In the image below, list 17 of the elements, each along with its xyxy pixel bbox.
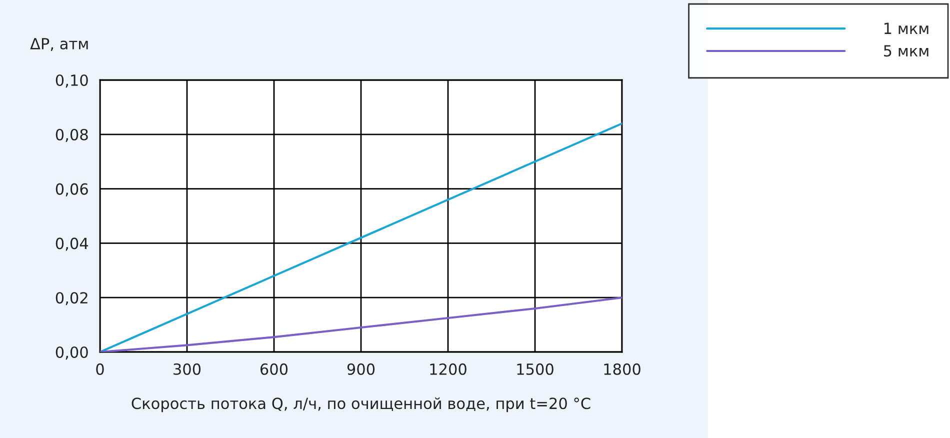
y-tick-label: 0,02 — [56, 292, 88, 306]
x-tick-label: 0 — [96, 363, 104, 375]
x-tick-label: 900 — [347, 363, 375, 375]
x-tick-label: 600 — [260, 363, 288, 375]
x-tick-label: 1800 — [604, 363, 640, 375]
y-tick-label: 0,08 — [56, 128, 88, 142]
text: 5 мкм — [884, 45, 928, 57]
y-tick-label: 0,10 — [56, 74, 88, 88]
text: 1 мкм — [884, 22, 928, 34]
x-tick-label: 300 — [174, 363, 201, 375]
x-axis-title: Скорость потока Q, л/ч, по очищенной воде, при t=20 °C — [132, 397, 590, 412]
x-tick-label: 1200 — [430, 363, 466, 375]
y-tick-label: 0,04 — [56, 238, 88, 251]
x-tick-label: 1500 — [517, 363, 554, 375]
y-axis-title: ΔP, атм — [30, 38, 88, 51]
y-tick-label: 0,00 — [56, 346, 88, 360]
y-tick-label: 0,06 — [56, 183, 88, 196]
